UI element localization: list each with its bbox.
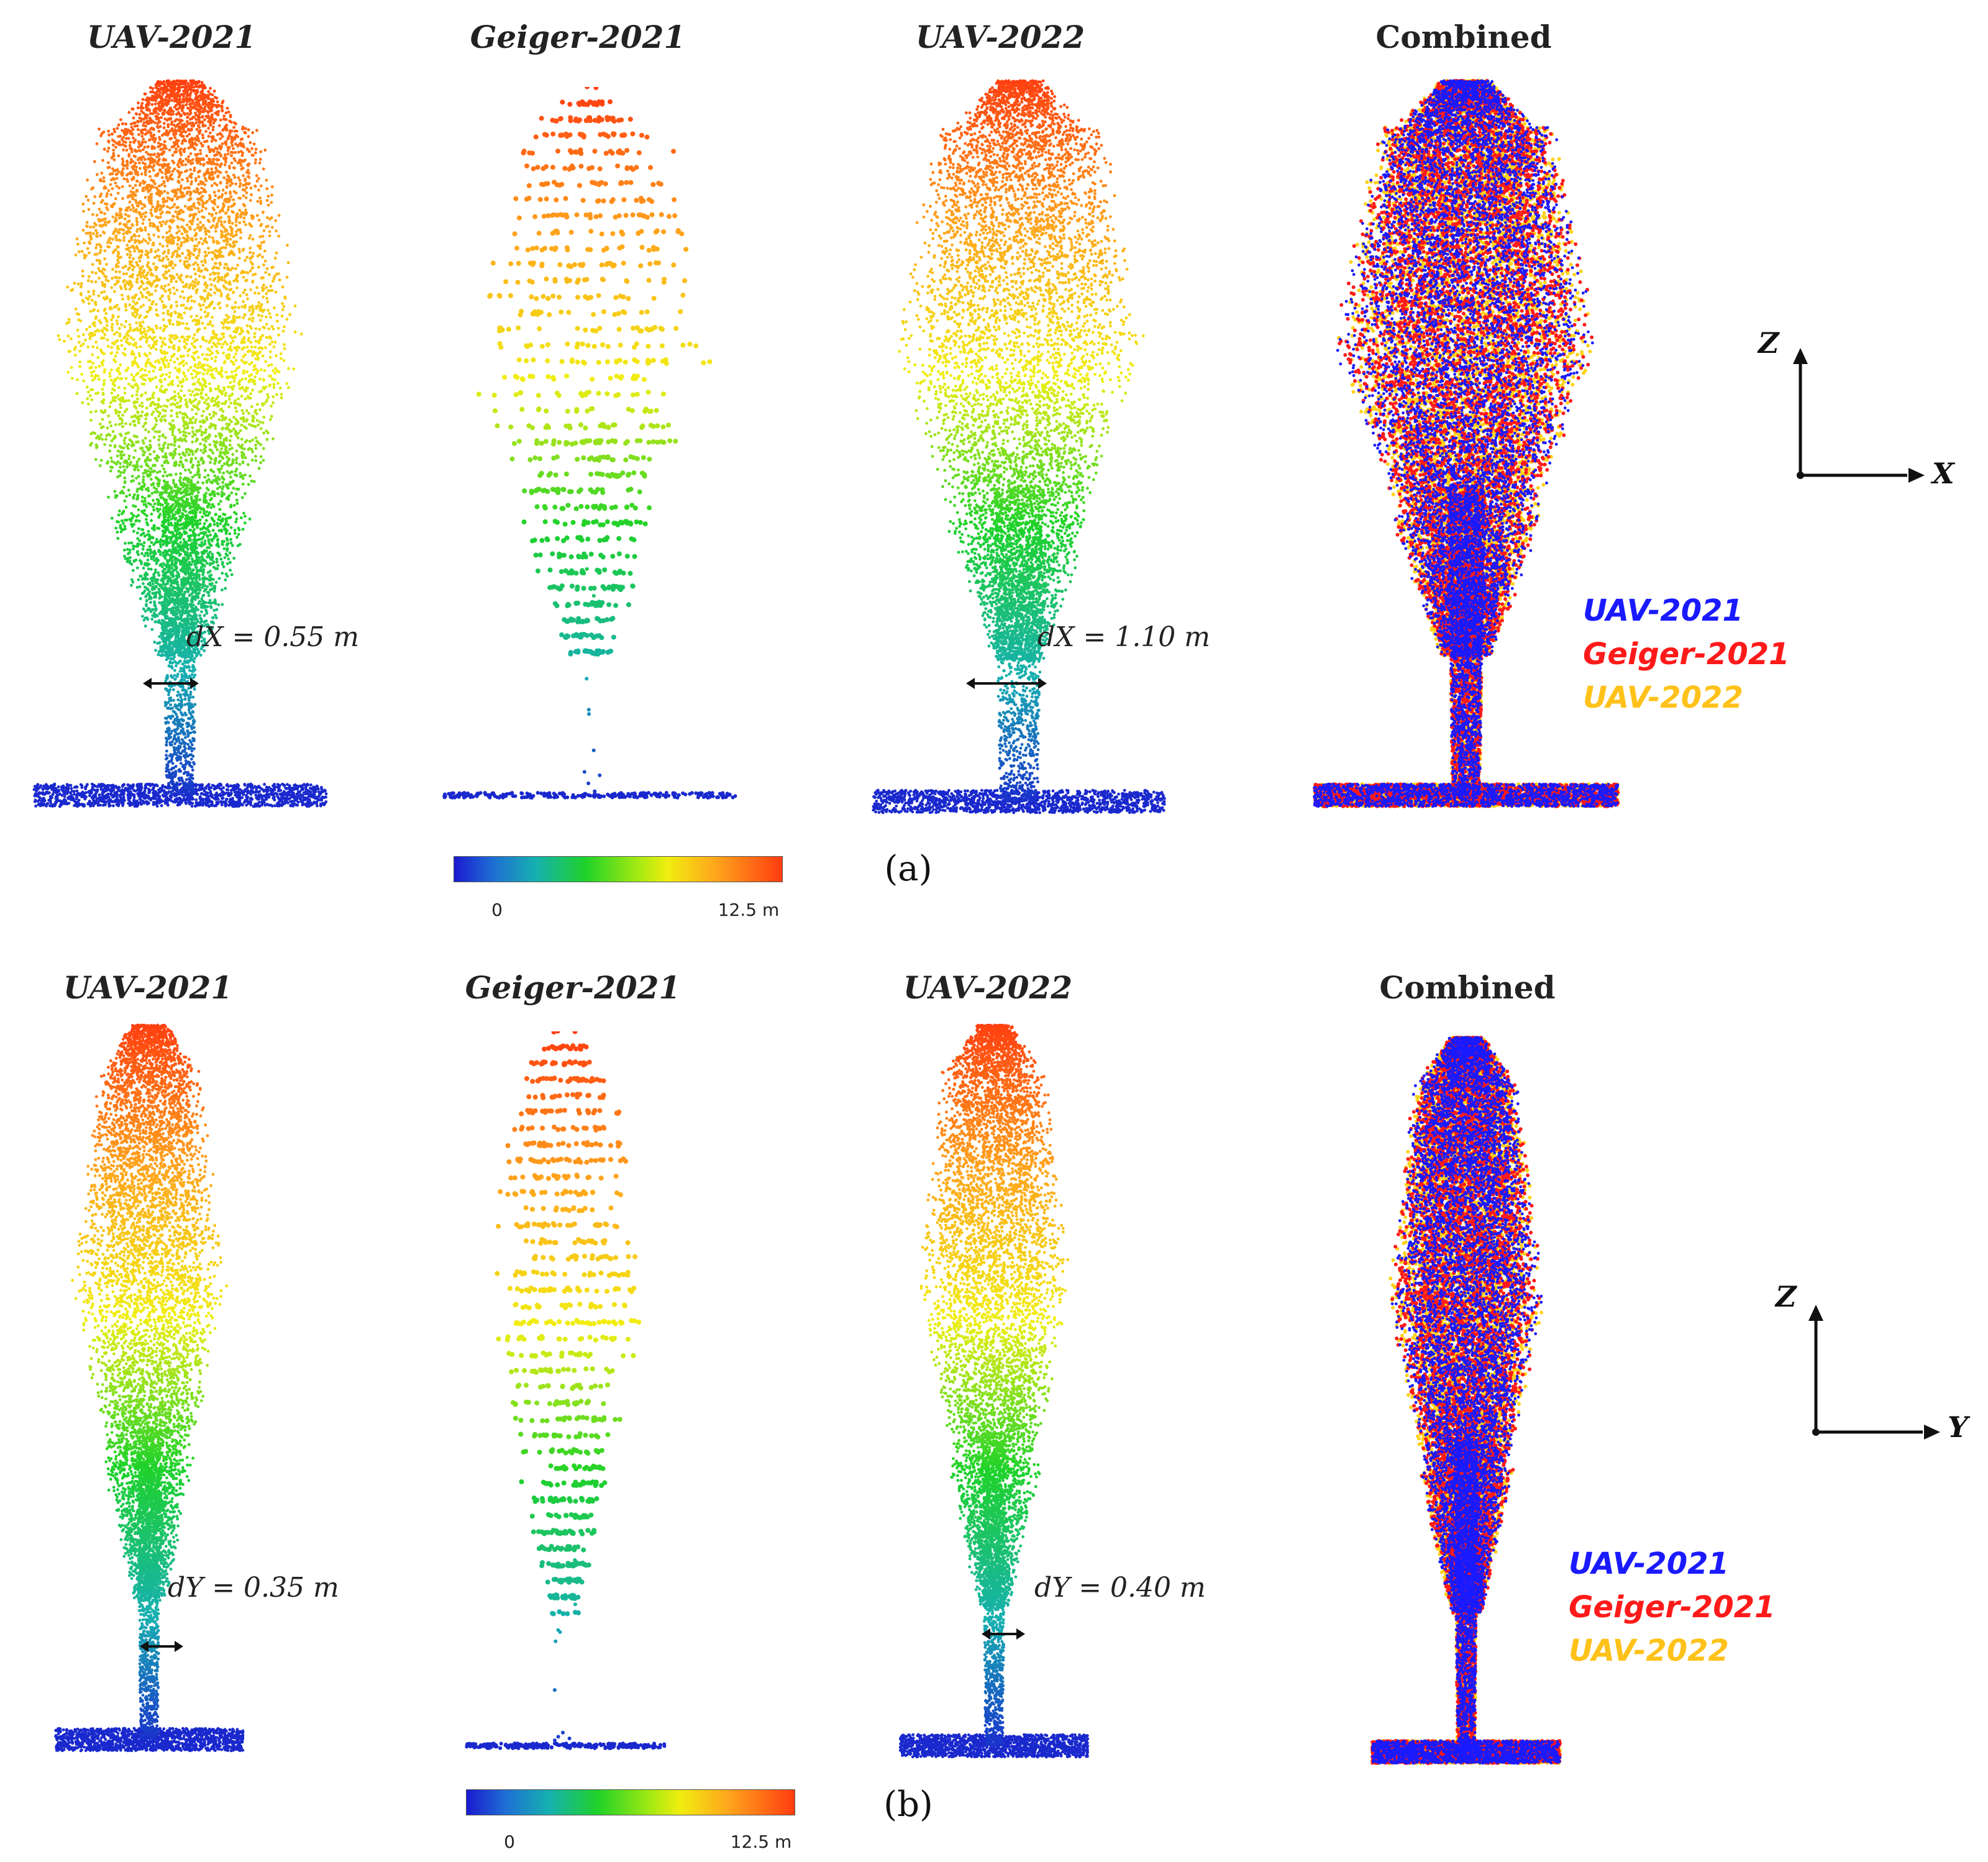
colorbar-b-min-label: 0 xyxy=(504,1832,515,1852)
axis-label-b-z: Z xyxy=(1776,1280,1797,1313)
title-b-combined: Combined xyxy=(1379,969,1555,1006)
legend-b-geiger-2021: Geiger-2021 xyxy=(1569,1586,1776,1629)
measurement-arrow-b-1 xyxy=(140,1634,183,1659)
axis-indicator-b xyxy=(1792,1305,1941,1441)
panel-b-combined xyxy=(1354,1031,1578,1777)
legend-a-uav-2022: UAV-2022 xyxy=(1583,676,1790,719)
colorbar-a-min-label: 0 xyxy=(491,900,503,920)
axis-label-a-z: Z xyxy=(1758,326,1779,360)
colorbar-a xyxy=(454,856,783,882)
title-b-geiger-2021: Geiger-2021 xyxy=(465,969,681,1006)
axis-label-a-x: X xyxy=(1932,457,1954,490)
colorbar-b-max-label: 12.5 m xyxy=(731,1832,792,1852)
title-a-combined: Combined xyxy=(1375,19,1551,55)
colorbar-b xyxy=(466,1789,795,1815)
axis-indicator-a xyxy=(1777,348,1926,485)
measurement-b-uav-2021: dY = 0.35 m xyxy=(168,1572,339,1604)
measurement-a-uav-2022: dX = 1.10 m xyxy=(1037,621,1210,653)
measurement-arrow-a-1 xyxy=(143,671,199,696)
measurement-b-uav-2022: dY = 0.40 m xyxy=(1034,1572,1206,1604)
measurement-arrow-a-2 xyxy=(966,671,1047,696)
panel-a-geiger-2021 xyxy=(435,87,746,820)
panel-b-uav-2022 xyxy=(882,1019,1106,1771)
panel-a-combined xyxy=(1305,75,1628,820)
subfigure-label-a: (a) xyxy=(884,849,932,889)
title-a-geiger-2021: Geiger-2021 xyxy=(470,19,686,55)
title-b-uav-2022: UAV-2022 xyxy=(903,969,1072,1006)
measurement-arrow-b-2 xyxy=(982,1622,1025,1646)
panel-b-geiger-2021 xyxy=(447,1031,683,1771)
colorbar-a-max-label: 12.5 m xyxy=(718,900,780,920)
panel-a-uav-2022 xyxy=(864,75,1174,826)
legend-b-uav-2021: UAV-2021 xyxy=(1569,1542,1776,1586)
measurement-a-uav-2021: dX = 0.55 m xyxy=(186,621,359,653)
title-b-uav-2021: UAV-2021 xyxy=(63,969,232,1006)
title-a-uav-2021: UAV-2021 xyxy=(87,19,256,55)
legend-b: UAV-2021 Geiger-2021 UAV-2022 xyxy=(1569,1542,1776,1673)
legend-a: UAV-2021 Geiger-2021 UAV-2022 xyxy=(1583,589,1790,719)
subfigure-label-b: (b) xyxy=(883,1784,933,1825)
title-a-uav-2022: UAV-2022 xyxy=(916,19,1085,55)
legend-a-uav-2021: UAV-2021 xyxy=(1583,589,1790,632)
legend-b-uav-2022: UAV-2022 xyxy=(1569,1629,1776,1673)
axis-label-b-y: Y xyxy=(1948,1410,1968,1444)
legend-a-geiger-2021: Geiger-2021 xyxy=(1583,632,1790,676)
panel-a-uav-2021 xyxy=(25,75,335,820)
